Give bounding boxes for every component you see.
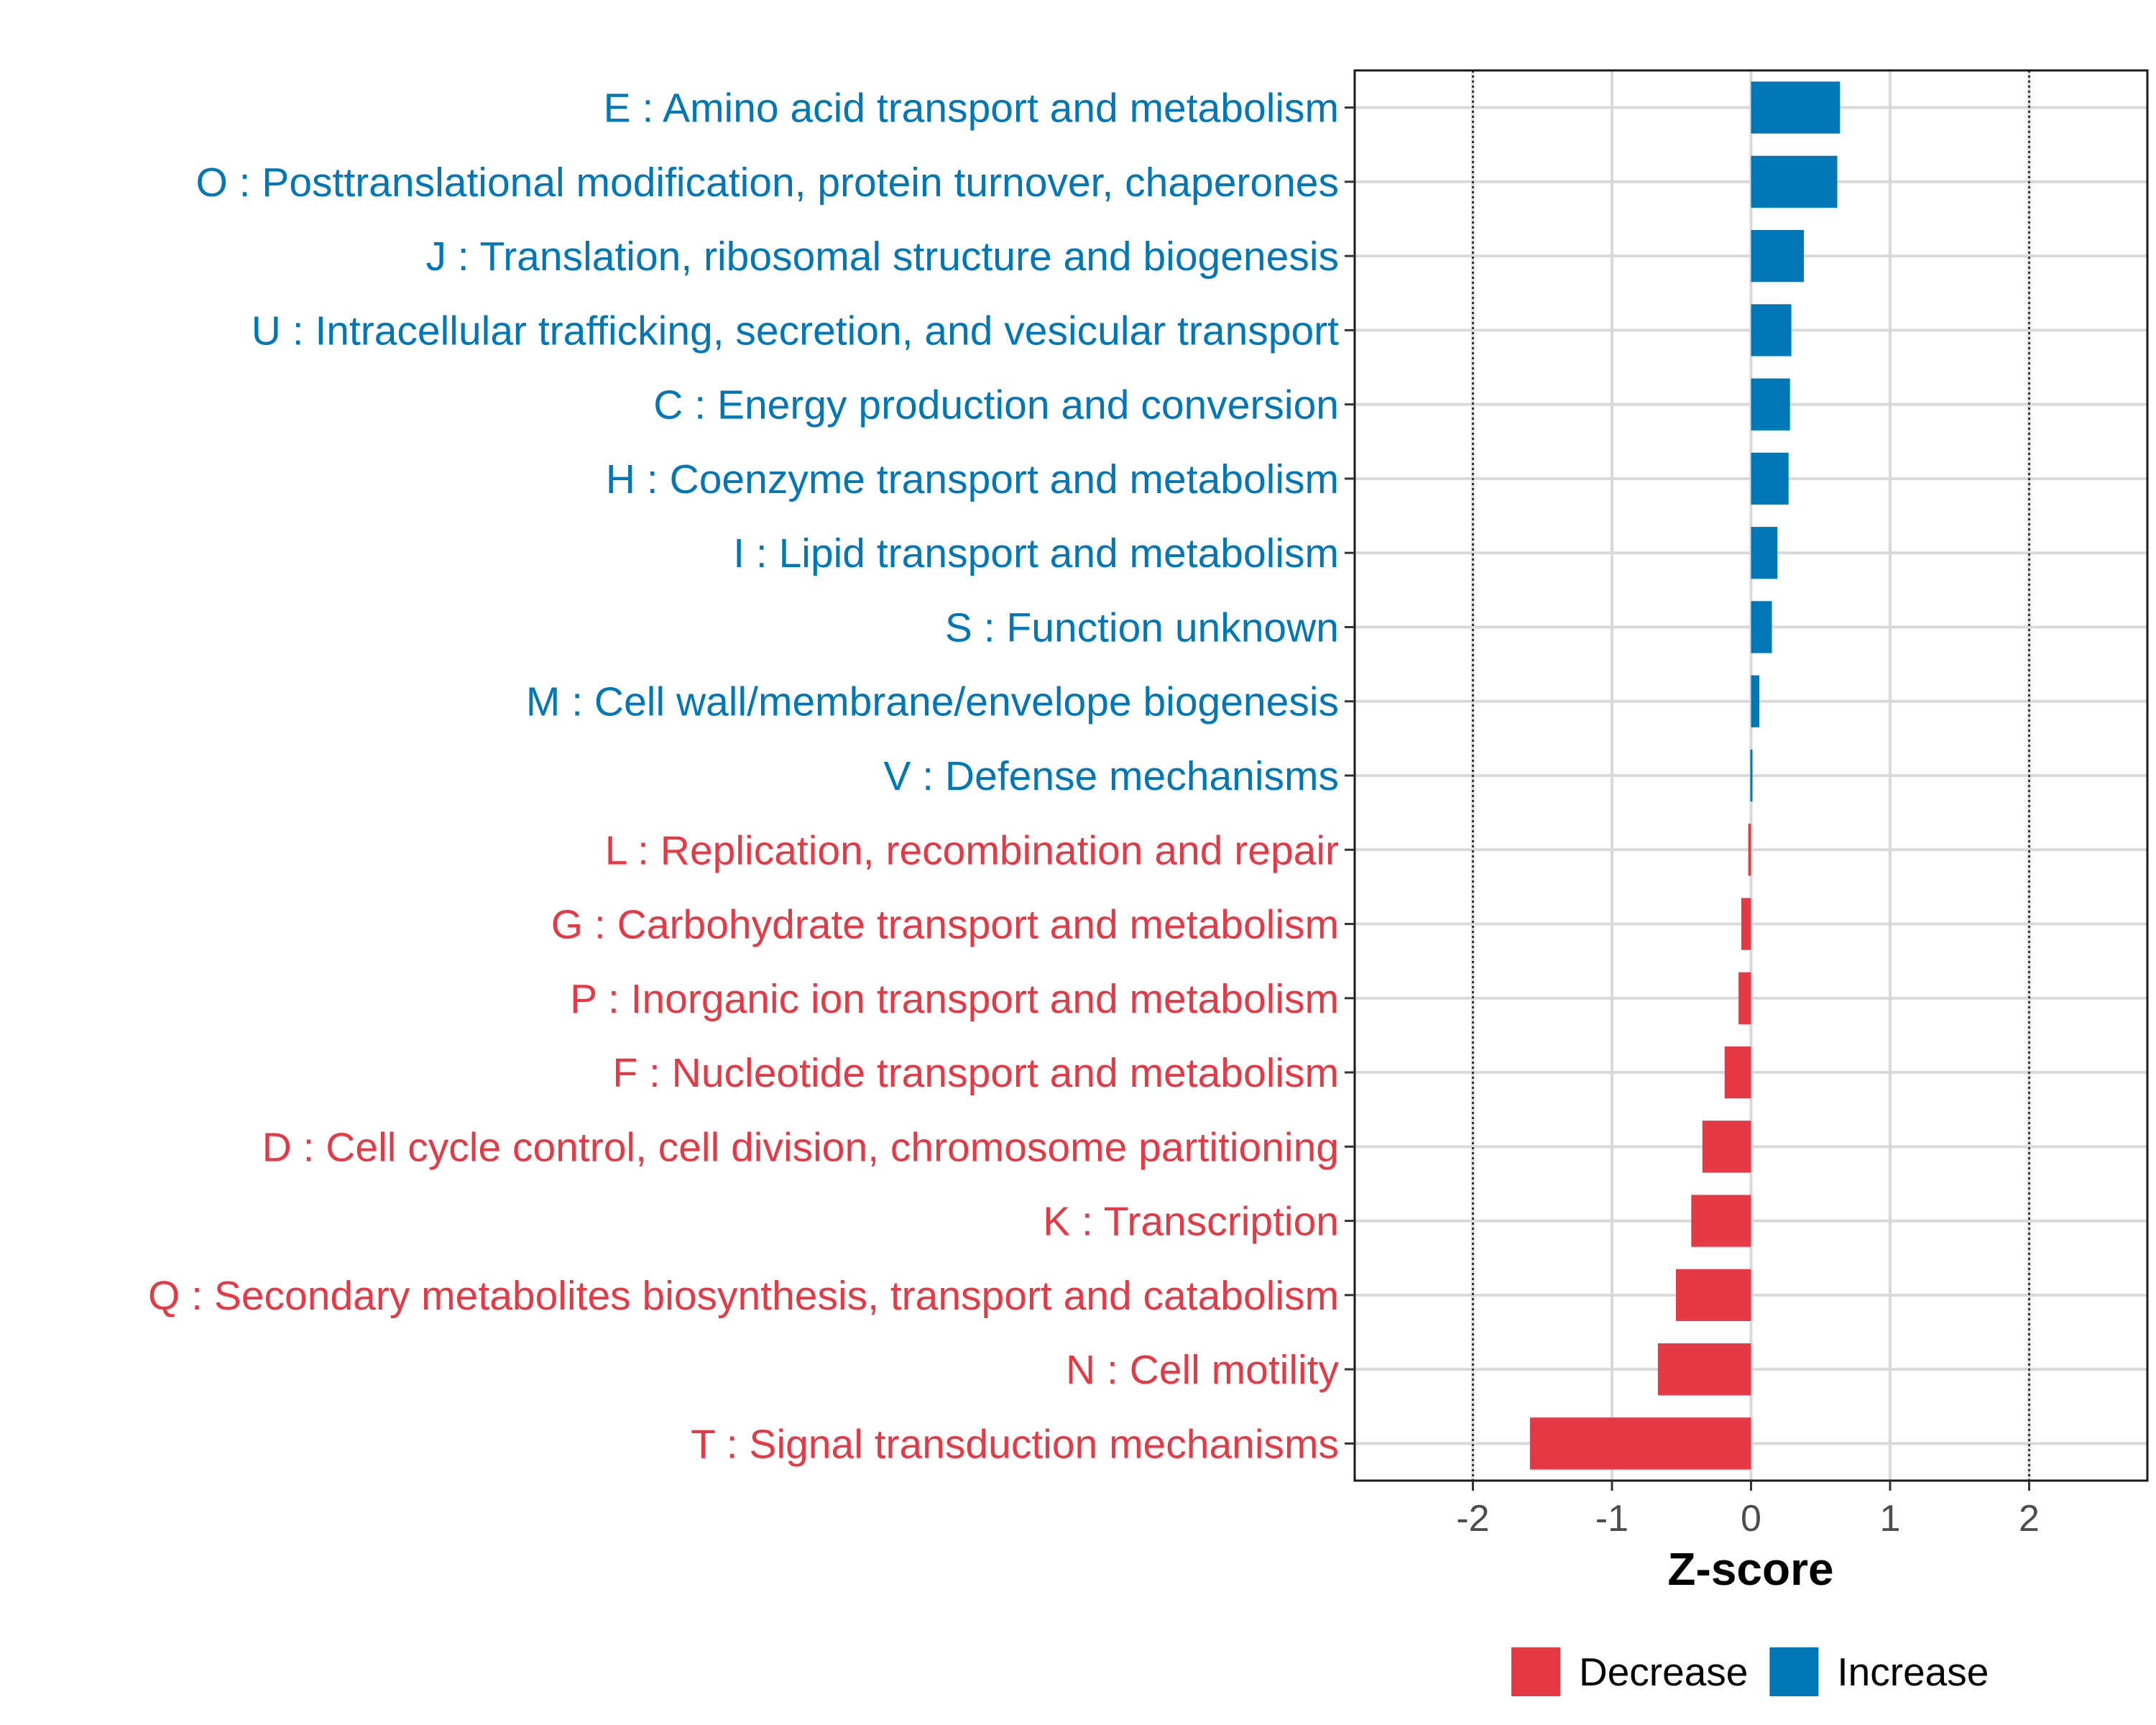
bar bbox=[1676, 1269, 1751, 1321]
bar bbox=[1751, 378, 1790, 431]
bar bbox=[1751, 452, 1789, 505]
category-label: K : Transcription bbox=[1043, 1199, 1339, 1245]
bar bbox=[1738, 972, 1751, 1024]
y-axis-labels: E : Amino acid transport and metabolism O… bbox=[148, 86, 1340, 1468]
legend-label: Increase bbox=[1837, 1650, 1989, 1694]
bar bbox=[1691, 1195, 1751, 1247]
bar bbox=[1751, 304, 1792, 356]
bar bbox=[1751, 675, 1760, 727]
bar bbox=[1751, 155, 1838, 208]
category-label: E : Amino acid transport and metabolism bbox=[604, 86, 1339, 132]
category-label: U : Intracellular trafficking, secretion… bbox=[252, 308, 1339, 354]
x-tick-label: -2 bbox=[1456, 1498, 1489, 1540]
x-axis-title: Z-score bbox=[1667, 1543, 1833, 1595]
bar bbox=[1529, 1417, 1751, 1470]
bar bbox=[1657, 1343, 1751, 1396]
category-label: V : Defense mechanisms bbox=[883, 753, 1339, 799]
x-tick-label: -1 bbox=[1595, 1498, 1628, 1540]
x-tick-label: 0 bbox=[1741, 1498, 1761, 1540]
bar bbox=[1702, 1121, 1751, 1173]
reference-lines bbox=[1471, 70, 2031, 1481]
category-label: T : Signal transduction mechanisms bbox=[691, 1421, 1339, 1467]
legend-label: Decrease bbox=[1579, 1650, 1748, 1694]
category-label: H : Coenzyme transport and metabolism bbox=[606, 456, 1339, 502]
x-axis-tick-labels: -2 -1 0 1 2 bbox=[1456, 1498, 2040, 1540]
legend-swatch bbox=[1769, 1647, 1819, 1696]
bar bbox=[1748, 824, 1751, 876]
category-label: J : Translation, ribosomal structure and… bbox=[426, 234, 1339, 280]
bar bbox=[1724, 1046, 1751, 1099]
category-label: N : Cell motility bbox=[1066, 1347, 1340, 1393]
category-label: Q : Secondary metabolites biosynthesis, … bbox=[148, 1273, 1339, 1319]
category-label: O : Posttranslational modification, prot… bbox=[195, 160, 1339, 206]
x-tick-label: 2 bbox=[2019, 1498, 2040, 1540]
bar bbox=[1751, 601, 1772, 653]
bar bbox=[1741, 898, 1751, 950]
y-axis-ticks bbox=[1345, 106, 1355, 1445]
bars bbox=[1529, 81, 1841, 1470]
legend: Decrease Increase bbox=[1511, 1647, 1989, 1696]
bar bbox=[1751, 230, 1805, 282]
bar bbox=[1750, 749, 1753, 802]
category-label: C : Energy production and conversion bbox=[653, 382, 1339, 428]
category-label: S : Function unknown bbox=[945, 604, 1339, 650]
category-label: I : Lipid transport and metabolism bbox=[733, 530, 1339, 576]
category-label: P : Inorganic ion transport and metaboli… bbox=[570, 976, 1339, 1022]
category-label: L : Replication, recombination and repai… bbox=[605, 827, 1339, 873]
category-label: F : Nucleotide transport and metabolism bbox=[612, 1050, 1339, 1096]
category-label: D : Cell cycle control, cell division, c… bbox=[262, 1124, 1339, 1170]
category-label: M : Cell wall/membrane/envelope biogenes… bbox=[526, 679, 1339, 725]
category-label: G : Carbohydrate transport and metabolis… bbox=[551, 902, 1339, 948]
bar bbox=[1751, 527, 1778, 579]
x-axis-ticks bbox=[1471, 1481, 2031, 1491]
bar bbox=[1751, 81, 1841, 134]
legend-swatch bbox=[1511, 1647, 1560, 1696]
x-tick-label: 1 bbox=[1880, 1498, 1901, 1540]
